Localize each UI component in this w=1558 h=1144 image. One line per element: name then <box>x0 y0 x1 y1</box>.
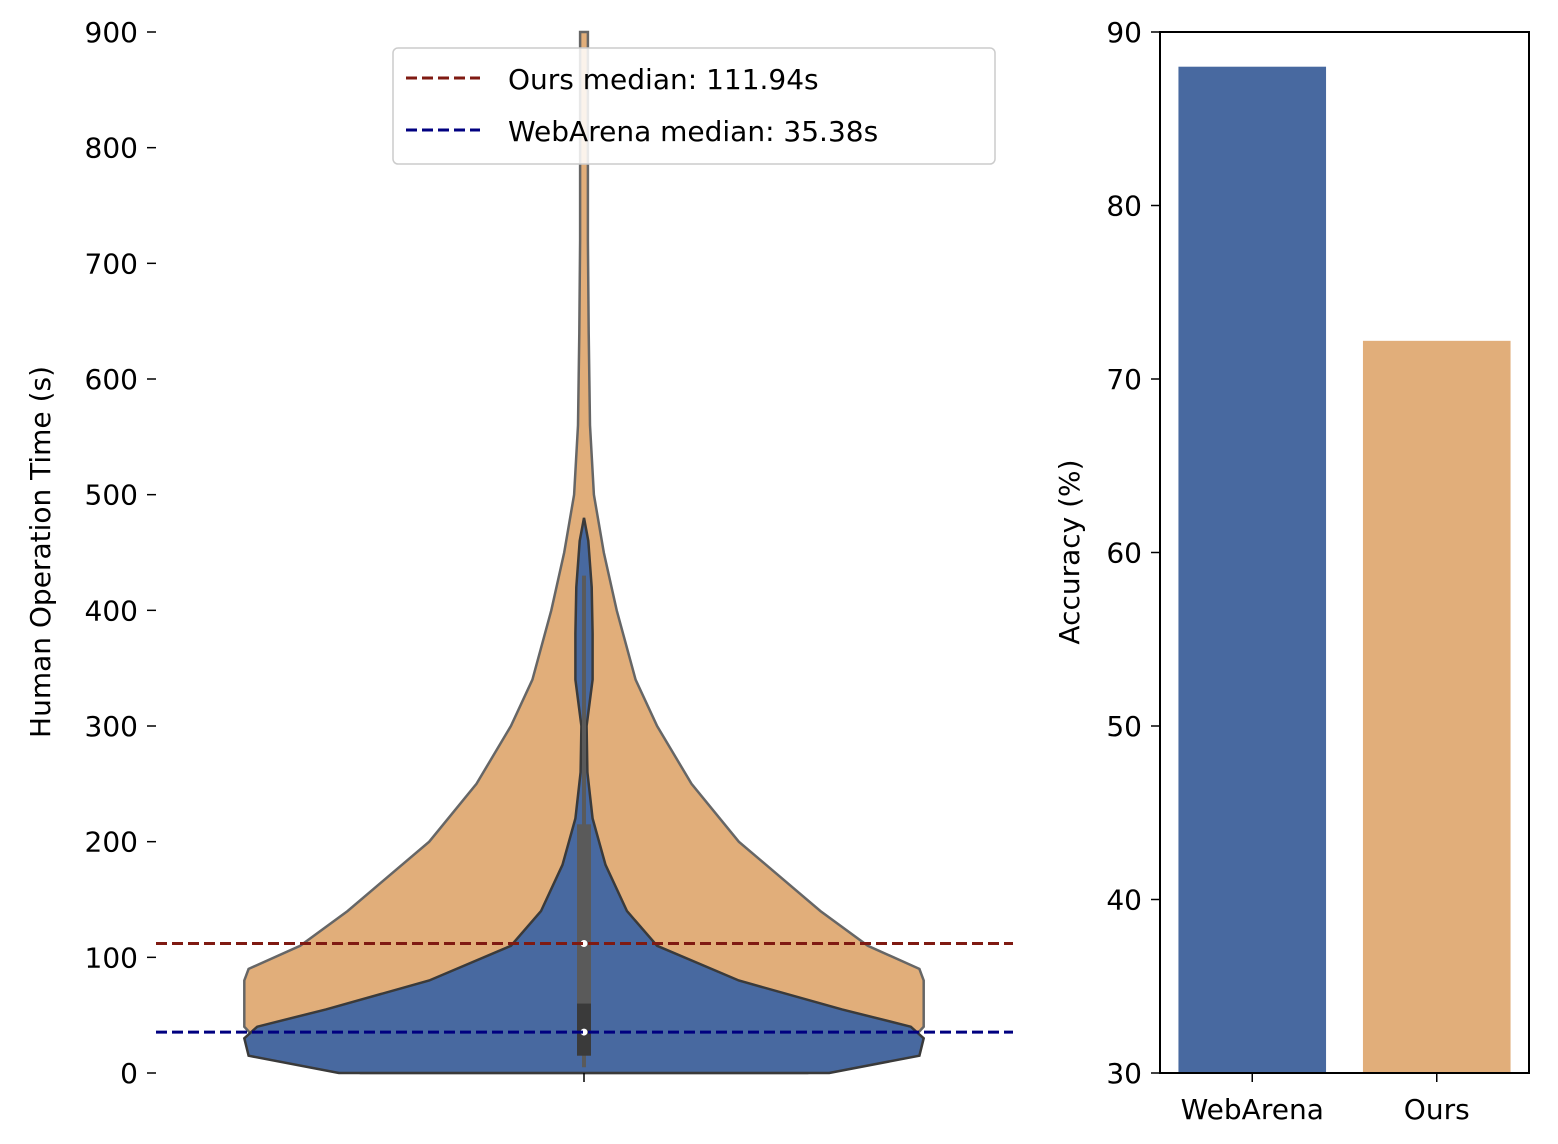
y-tick-label: 800 <box>85 132 138 165</box>
y-axis: 0 100 200 300 400 500 600 700 800 900 <box>85 16 585 1090</box>
y-tick-label: 400 <box>85 594 138 627</box>
y-tick-label: 200 <box>85 826 138 859</box>
box-median-webarena <box>580 1028 588 1036</box>
x-tick-label: Ours <box>1404 1093 1470 1126</box>
bars <box>1178 66 1511 1074</box>
median-lines <box>156 942 1013 1034</box>
x-axis: WebArena Ours <box>1181 1073 1470 1126</box>
y-tick-label: 40 <box>1106 884 1142 917</box>
y-tick-label: 300 <box>85 710 138 743</box>
y-axis: 30 40 50 60 70 80 90 <box>1106 16 1160 1090</box>
y-tick-label: 700 <box>85 247 138 280</box>
x-tick-label: WebArena <box>1181 1093 1324 1126</box>
y-tick-label: 0 <box>120 1057 138 1090</box>
legend-frame <box>392 47 996 165</box>
y-tick-label: 60 <box>1106 537 1142 570</box>
y-axis-label: Accuracy (%) <box>1053 459 1086 644</box>
violin-chart: 0 100 200 300 400 500 600 700 800 900 Human Opera… <box>24 16 1013 1090</box>
legend-label-webarena: WebArena median: 35.38s <box>508 115 878 148</box>
y-tick-label: 600 <box>85 363 138 396</box>
y-axis-label: Human Operation Time (s) <box>24 366 57 738</box>
y-tick-label: 50 <box>1106 710 1142 743</box>
y-tick-label: 30 <box>1106 1057 1142 1090</box>
accuracy-bar-chart: 30 40 50 60 70 80 90 WebArena Ours Accuracy (%) <box>1053 16 1530 1126</box>
box-median-ours <box>580 940 588 948</box>
y-tick-label: 500 <box>85 479 138 512</box>
bar-ours <box>1362 340 1511 1074</box>
box-plot <box>577 575 591 1068</box>
y-tick-label: 100 <box>85 941 138 974</box>
y-tick-label: 90 <box>1106 16 1142 49</box>
bar-webarena <box>1178 66 1327 1073</box>
legend-label-ours: Ours median: 111.94s <box>508 63 819 96</box>
y-tick-label: 70 <box>1106 363 1142 396</box>
legend: Ours median: 111.94s WebArena median: 35… <box>392 47 996 165</box>
box-iqr <box>577 824 591 1056</box>
y-tick-label: 80 <box>1106 190 1142 223</box>
y-tick-label: 900 <box>85 16 138 49</box>
